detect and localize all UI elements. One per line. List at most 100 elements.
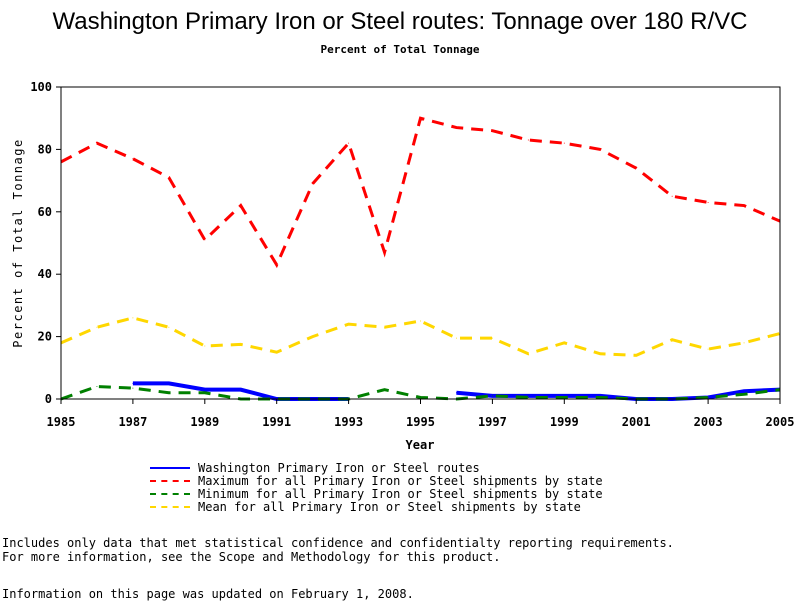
data-point (204, 345, 206, 347)
data-point (384, 251, 386, 253)
data-point (204, 389, 206, 391)
y-tick-label: 60 (38, 205, 52, 219)
legend-label: Minimum for all Primary Iron or Steel sh… (198, 486, 603, 501)
data-point (491, 395, 493, 397)
data-point (455, 127, 457, 129)
data-point (204, 392, 206, 394)
y-tick-label: 40 (38, 267, 52, 281)
legend-item: Minimum for all Primary Iron or Steel sh… (150, 486, 603, 501)
data-point (455, 337, 457, 339)
data-point (96, 142, 98, 144)
x-tick-label: 1997 (478, 415, 507, 429)
x-tick-label: 1989 (190, 415, 219, 429)
footnote-methodology: For more information, see the Scope and … (2, 550, 501, 564)
legend-swatch (150, 492, 190, 495)
y-axis-label: Percent of Total Tonnage (11, 138, 25, 347)
x-tick-label: 1999 (550, 415, 579, 429)
data-point (276, 264, 278, 266)
data-point (563, 342, 565, 344)
y-tick-label: 100 (30, 80, 52, 94)
data-point (599, 396, 601, 398)
legend-swatch (150, 466, 190, 469)
data-point (132, 387, 134, 389)
data-point (599, 353, 601, 355)
series-3 (60, 316, 781, 357)
data-point (384, 389, 386, 391)
update-notice: Information on this page was updated on … (2, 587, 414, 601)
data-point (599, 148, 601, 150)
chart-legend: Washington Primary Iron or Steel routes M… (150, 460, 603, 514)
data-point (743, 393, 745, 395)
data-point (491, 337, 493, 339)
data-point (527, 396, 529, 398)
legend-swatch (150, 479, 190, 482)
data-point (527, 395, 529, 397)
footnote-confidence: Includes only data that met statistical … (2, 536, 674, 550)
x-tick-label: 1991 (262, 415, 291, 429)
legend-label: Maximum for all Primary Iron or Steel sh… (198, 473, 603, 488)
data-point (240, 205, 242, 207)
data-point (455, 392, 457, 394)
plot-area-frame (60, 86, 781, 400)
data-point (312, 183, 314, 185)
series-1 (60, 116, 781, 269)
data-point (132, 382, 134, 384)
data-point (671, 339, 673, 341)
line-chart: 1985 1987 1989 1991 1993 1995 1997 1999 2001 2003… (11, 80, 795, 452)
data-point (132, 317, 134, 319)
data-point (563, 142, 565, 144)
chart-title: Washington Primary Iron or Steel routes:… (52, 8, 748, 35)
legend-label: Washington Primary Iron or Steel routes (198, 460, 480, 475)
data-point (348, 142, 350, 144)
x-axis-label: Year (406, 438, 435, 452)
data-point (276, 351, 278, 353)
data-point (204, 239, 206, 241)
x-tick-label: 1993 (334, 415, 363, 429)
x-tick-label: 2005 (766, 415, 795, 429)
data-point (527, 353, 529, 355)
data-point (707, 348, 709, 350)
data-point (563, 396, 565, 398)
x-tick-label: 1985 (47, 415, 76, 429)
legend-item: Washington Primary Iron or Steel routes (150, 460, 603, 475)
data-point (96, 326, 98, 328)
data-point (743, 342, 745, 344)
data-point (420, 117, 421, 119)
data-point (168, 176, 170, 178)
x-tick-label: 2003 (694, 415, 723, 429)
legend-swatch (150, 505, 190, 508)
data-point (527, 139, 529, 141)
data-point (96, 386, 98, 388)
x-tick-label: 1987 (118, 415, 147, 429)
data-point (420, 396, 421, 398)
data-point (240, 389, 242, 391)
data-point (168, 392, 170, 394)
legend-label: Mean for all Primary Iron or Steel shipm… (198, 499, 581, 514)
chart-subtitle: Percent of Total Tonnage (320, 43, 480, 56)
y-tick-label: 20 (38, 330, 52, 344)
series-line (60, 316, 781, 357)
data-point (707, 201, 709, 203)
data-point (491, 130, 493, 132)
data-point (240, 343, 242, 345)
y-tick-label: 80 (38, 142, 52, 156)
data-point (743, 390, 745, 392)
y-tick-label: 0 (45, 392, 52, 406)
data-point (348, 323, 350, 325)
data-point (132, 158, 134, 160)
data-point (312, 336, 314, 338)
series-line (60, 116, 781, 269)
data-point (168, 382, 170, 384)
legend-item: Maximum for all Primary Iron or Steel sh… (150, 473, 603, 488)
data-point (671, 195, 673, 197)
x-tick-label: 2001 (622, 415, 651, 429)
data-point (168, 326, 170, 328)
footnotes: Includes only data that met statistical … (2, 536, 674, 564)
data-point (743, 205, 745, 207)
data-point (384, 326, 386, 328)
data-point (635, 354, 637, 356)
data-point (635, 167, 637, 169)
x-tick-label: 1995 (406, 415, 435, 429)
data-point (420, 320, 421, 322)
legend-item: Mean for all Primary Iron or Steel shipm… (150, 499, 603, 514)
